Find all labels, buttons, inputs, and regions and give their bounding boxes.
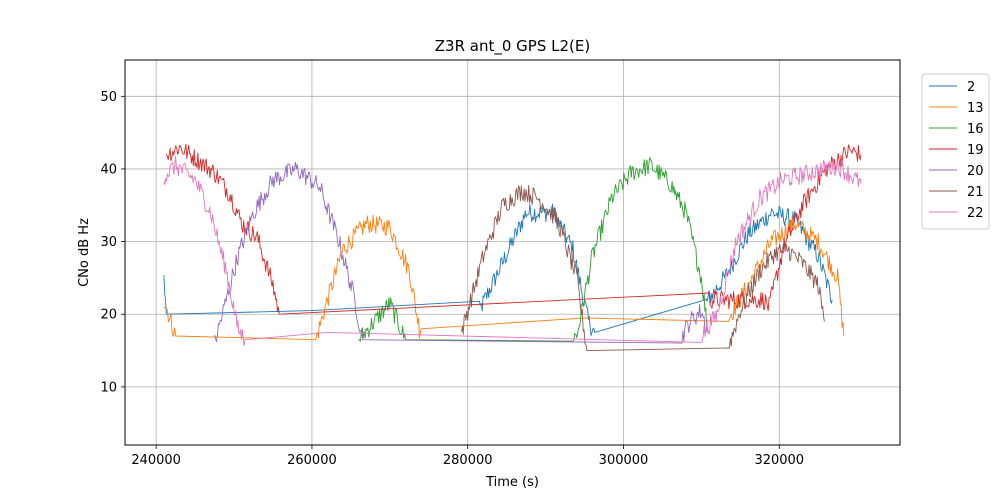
y-tick-label: 30 xyxy=(100,235,117,250)
series-20 xyxy=(214,161,709,344)
series-line-21 xyxy=(461,184,825,352)
series-21 xyxy=(461,184,825,352)
legend-label: 16 xyxy=(967,122,984,137)
legend-label: 2 xyxy=(967,80,975,95)
series-line-22 xyxy=(163,155,862,347)
x-axis-label: Time (s) xyxy=(485,475,539,490)
series-16 xyxy=(358,156,708,342)
ticks: 240000 260000 280000 300000 320000 10 20 30 40 50 xyxy=(100,90,804,468)
x-tick-label: 260000 xyxy=(287,453,337,468)
legend-label: 20 xyxy=(967,164,984,179)
chart-title: Z3R ant_0 GPS L2(E) xyxy=(435,37,590,56)
series-19 xyxy=(165,143,862,315)
x-tick-label: 280000 xyxy=(443,453,493,468)
grid xyxy=(125,60,900,445)
legend-box xyxy=(921,73,990,230)
series-layer xyxy=(163,143,862,352)
legend-label: 22 xyxy=(967,206,984,221)
x-tick-label: 240000 xyxy=(131,453,181,468)
series-line-16 xyxy=(358,156,708,342)
series-line-19 xyxy=(165,143,862,315)
y-tick-label: 20 xyxy=(100,308,117,323)
y-tick-label: 50 xyxy=(100,90,117,105)
legend-label: 13 xyxy=(967,101,984,116)
series-line-13 xyxy=(163,214,845,341)
y-tick-label: 40 xyxy=(100,162,117,177)
x-tick-label: 320000 xyxy=(754,453,804,468)
series-line-20 xyxy=(214,161,709,344)
legend-label: 19 xyxy=(967,143,984,158)
y-tick-label: 10 xyxy=(100,380,117,395)
series-2 xyxy=(163,203,833,336)
legend-label: 21 xyxy=(967,185,984,200)
y-axis-label: CNo dB Hz xyxy=(77,218,92,287)
series-22 xyxy=(163,155,862,347)
legend: 2 13 16 19 20 21 22 xyxy=(921,73,990,230)
x-tick-label: 300000 xyxy=(599,453,649,468)
series-line-2 xyxy=(163,203,833,336)
plot-frame xyxy=(124,59,901,446)
series-13 xyxy=(163,214,845,341)
